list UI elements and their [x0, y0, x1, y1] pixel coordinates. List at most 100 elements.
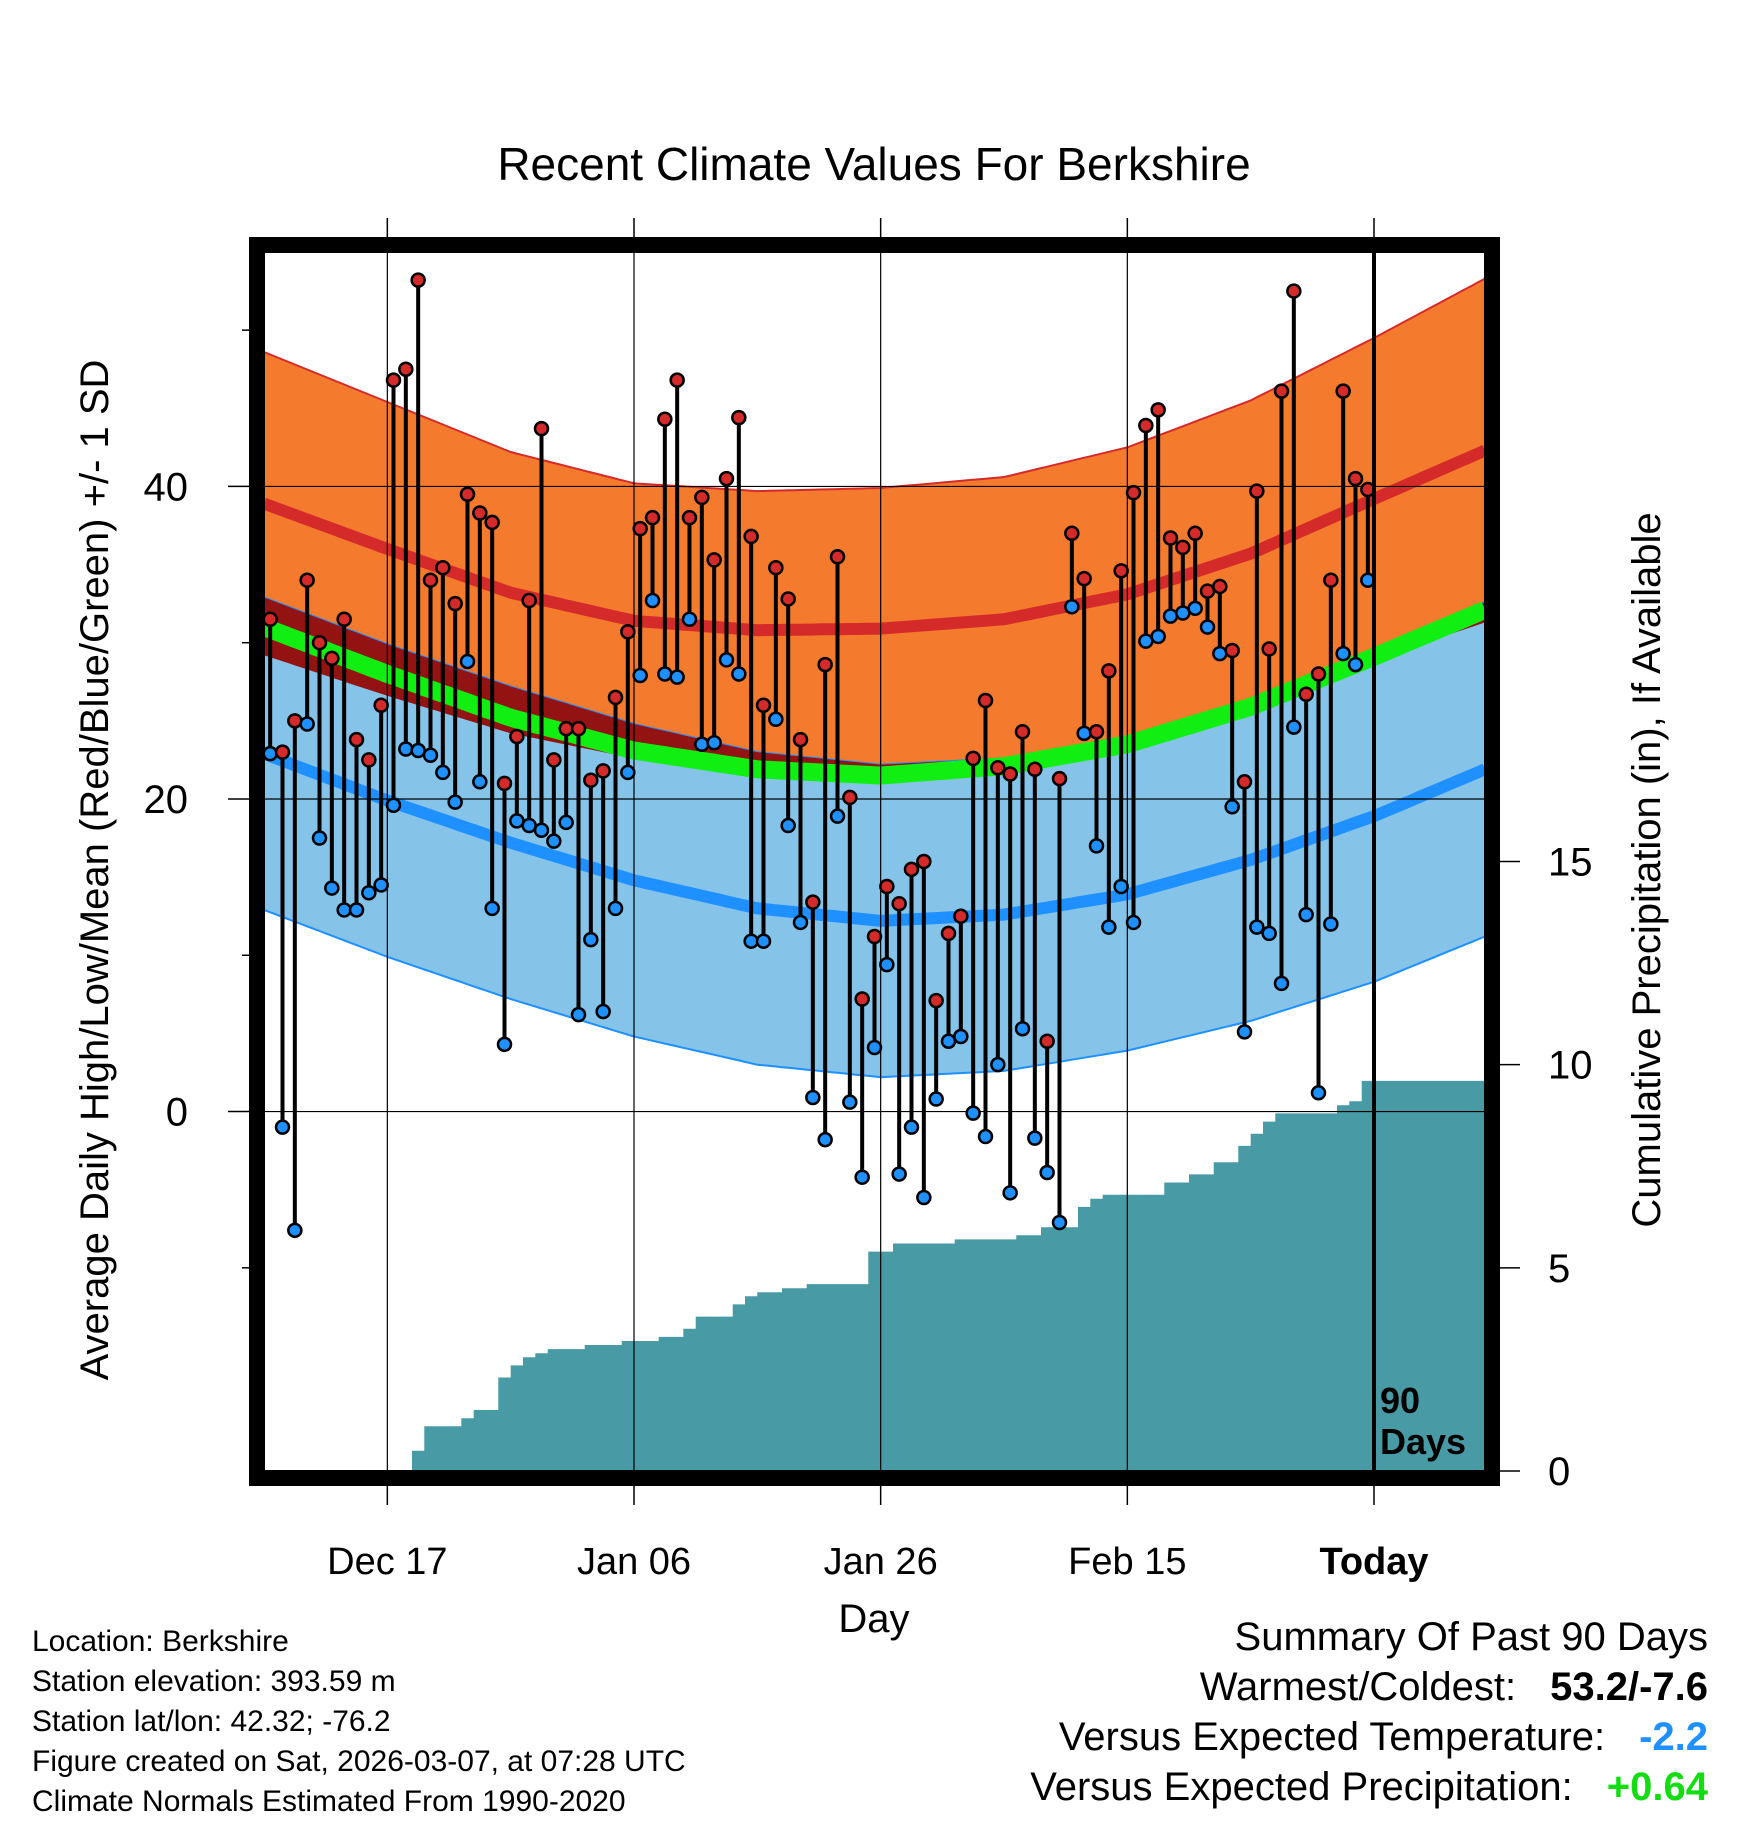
- low-point: [299, 716, 315, 732]
- x-tick-label: Dec 17: [327, 1541, 447, 1583]
- low-point: [595, 1003, 611, 1020]
- high-point: [620, 624, 636, 640]
- high-point: [780, 591, 796, 607]
- low-point: [1014, 1020, 1031, 1037]
- low-point: [311, 830, 328, 846]
- x-tick-label: Today: [1319, 1541, 1428, 1583]
- summary-panel: Summary Of Past 90 Days Warmest/Coldest:…: [1030, 1612, 1708, 1812]
- low-point: [287, 1222, 303, 1239]
- low-point: [780, 817, 796, 834]
- warmest-coldest-label: Warmest/Coldest:: [1199, 1665, 1517, 1709]
- high-point: [1113, 563, 1129, 579]
- low-point: [1175, 605, 1191, 621]
- low-point: [1138, 633, 1154, 649]
- low-point: [1224, 799, 1240, 815]
- temperature-value: -2.2: [1639, 1715, 1708, 1759]
- low-point: [472, 774, 488, 790]
- high-point: [1261, 641, 1277, 657]
- summary-precipitation: Versus Expected Precipitation: +0.64: [1030, 1762, 1708, 1812]
- low-point: [817, 1131, 833, 1148]
- x-tick-label: Jan 26: [824, 1541, 938, 1583]
- high-point: [607, 689, 624, 706]
- low-point: [1088, 838, 1105, 854]
- low-point: [1199, 619, 1216, 635]
- high-point: [311, 634, 328, 651]
- low-point: [264, 745, 278, 762]
- warmest-coldest-value: 53.2/-7.6: [1550, 1665, 1708, 1709]
- high-point: [1101, 663, 1117, 679]
- low-point: [546, 833, 562, 849]
- high-point: [940, 925, 957, 942]
- high-point: [1273, 383, 1290, 399]
- high-point: [1014, 724, 1031, 740]
- high-point: [533, 420, 550, 437]
- high-point: [977, 692, 994, 709]
- y-tick-label-left: 20: [144, 778, 189, 822]
- low-point: [558, 814, 574, 831]
- high-point: [1212, 578, 1228, 595]
- high-point: [459, 486, 476, 502]
- low-point: [410, 742, 426, 759]
- high-point: [706, 552, 722, 568]
- low-point: [1273, 975, 1290, 992]
- low-point: [792, 914, 809, 931]
- low-point: [607, 900, 624, 917]
- high-point: [1051, 770, 1068, 787]
- low-point: [866, 1039, 883, 1056]
- high-point: [632, 520, 648, 537]
- high-point: [1224, 642, 1240, 659]
- high-point: [361, 752, 377, 768]
- low-point: [1236, 1024, 1253, 1040]
- low-point: [990, 1056, 1006, 1073]
- high-point: [1039, 1033, 1055, 1049]
- tick-labels: Dec 17 Jan 06 Jan 26 Feb 15 Today 0 20 40 0 5 10 15: [144, 465, 1593, 1583]
- low-point: [1212, 645, 1228, 662]
- high-point: [990, 759, 1006, 776]
- today-label-number: 90: [1380, 1380, 1420, 1421]
- high-point: [509, 728, 525, 745]
- high-point: [1064, 525, 1080, 542]
- high-point: [447, 595, 463, 612]
- low-point: [669, 669, 685, 685]
- low-point: [1249, 919, 1265, 935]
- low-point: [854, 1169, 870, 1185]
- low-point: [965, 1105, 981, 1121]
- summary-title: Summary Of Past 90 Days: [1234, 1615, 1708, 1659]
- high-point: [1125, 484, 1142, 501]
- low-point: [1051, 1214, 1068, 1231]
- high-point: [595, 763, 611, 779]
- high-point: [1249, 483, 1265, 499]
- high-point: [521, 592, 537, 609]
- y-tick-label-right: 5: [1548, 1247, 1570, 1291]
- low-point: [940, 1033, 957, 1049]
- low-point: [1310, 1085, 1327, 1101]
- low-point: [1125, 914, 1142, 931]
- high-point: [1175, 539, 1191, 556]
- low-point: [805, 1089, 821, 1106]
- high-point: [866, 928, 883, 945]
- high-point: [1187, 525, 1203, 542]
- low-point: [373, 877, 389, 893]
- y-tick-label-left: 0: [166, 1091, 188, 1135]
- high-point: [496, 775, 513, 792]
- high-point: [472, 505, 488, 521]
- x-axis-label: Day: [838, 1597, 909, 1641]
- high-point: [854, 991, 870, 1007]
- high-point: [731, 409, 747, 426]
- high-point: [1150, 402, 1166, 418]
- low-point: [768, 711, 784, 728]
- low-point: [1064, 599, 1080, 615]
- low-point: [829, 808, 846, 824]
- low-point: [903, 1119, 920, 1135]
- daily-range-stems: [268, 280, 1370, 1231]
- low-point: [755, 933, 772, 949]
- high-point: [755, 697, 772, 713]
- low-point: [694, 736, 710, 753]
- precipitation-label: Versus Expected Precipitation:: [1030, 1765, 1573, 1809]
- low-point: [928, 1091, 944, 1107]
- temperature-label: Versus Expected Temperature:: [1058, 1715, 1606, 1759]
- high-point: [570, 720, 587, 737]
- high-point: [891, 895, 907, 912]
- low-point: [509, 813, 525, 829]
- high-point: [953, 908, 969, 924]
